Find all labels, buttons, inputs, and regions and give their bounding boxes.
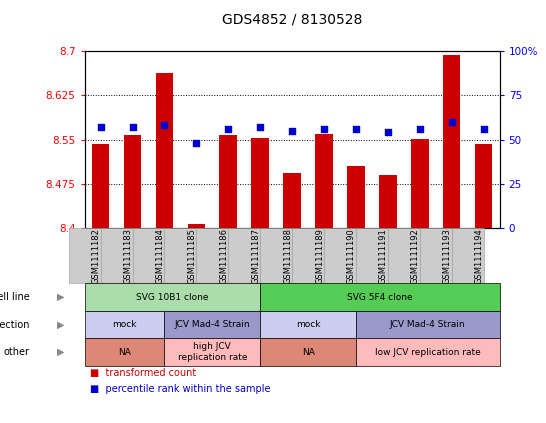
Point (479, 126, 488, 132)
Point (128, 124, 137, 131)
Text: GSM1111183: GSM1111183 (123, 228, 133, 284)
Bar (251, 138, 269, 228)
Text: ■  transformed count: ■ transformed count (90, 368, 197, 378)
Text: SVG 5F4 clone: SVG 5F4 clone (347, 293, 413, 302)
Bar (219, 135, 237, 228)
Bar (124, 135, 141, 228)
Text: GSM1111188: GSM1111188 (283, 228, 292, 284)
Bar (475, 144, 492, 228)
Bar (188, 224, 205, 228)
Text: high JCV
replication rate: high JCV replication rate (177, 343, 247, 362)
Text: GSM1111182: GSM1111182 (92, 228, 100, 284)
Bar (92, 144, 109, 228)
Text: mock: mock (296, 320, 321, 329)
Text: low JCV replication rate: low JCV replication rate (375, 348, 480, 357)
Text: GSM1111187: GSM1111187 (251, 228, 260, 284)
Bar (156, 73, 173, 228)
Text: NA: NA (118, 348, 131, 357)
Point (96, 124, 105, 131)
Text: cell line: cell line (0, 292, 29, 302)
Point (160, 122, 169, 129)
Point (352, 126, 360, 132)
Bar (347, 166, 365, 228)
Bar (315, 134, 333, 228)
Text: infection: infection (0, 320, 29, 330)
Text: GDS4852 / 8130528: GDS4852 / 8130528 (222, 13, 363, 27)
Text: ■  percentile rank within the sample: ■ percentile rank within the sample (90, 384, 271, 394)
Bar (443, 55, 460, 228)
Point (288, 127, 296, 134)
Text: ▶: ▶ (57, 292, 64, 302)
Text: GSM1111184: GSM1111184 (156, 228, 164, 284)
Text: NA: NA (301, 348, 314, 357)
Point (416, 126, 424, 132)
Text: ▶: ▶ (57, 347, 64, 357)
Point (447, 118, 456, 125)
Text: mock: mock (112, 320, 137, 329)
Text: GSM1111186: GSM1111186 (219, 228, 228, 284)
Text: GSM1111191: GSM1111191 (379, 228, 388, 284)
Text: GSM1111190: GSM1111190 (347, 228, 356, 284)
Bar (283, 173, 301, 228)
Text: JCV Mad-4 Strain: JCV Mad-4 Strain (175, 320, 250, 329)
Bar (411, 139, 429, 228)
Text: other: other (4, 347, 29, 357)
Text: GSM1111192: GSM1111192 (411, 228, 420, 284)
Bar (379, 175, 396, 228)
Text: GSM1111185: GSM1111185 (187, 228, 197, 284)
Text: JCV Mad-4 Strain: JCV Mad-4 Strain (390, 320, 466, 329)
Text: ▶: ▶ (57, 320, 64, 330)
Text: GSM1111194: GSM1111194 (474, 228, 484, 284)
Point (319, 126, 328, 132)
Point (256, 124, 265, 131)
Point (224, 126, 233, 132)
Point (192, 140, 201, 146)
Text: SVG 10B1 clone: SVG 10B1 clone (136, 293, 209, 302)
Text: GSM1111189: GSM1111189 (315, 228, 324, 284)
Point (383, 129, 392, 136)
Text: GSM1111193: GSM1111193 (443, 228, 452, 284)
